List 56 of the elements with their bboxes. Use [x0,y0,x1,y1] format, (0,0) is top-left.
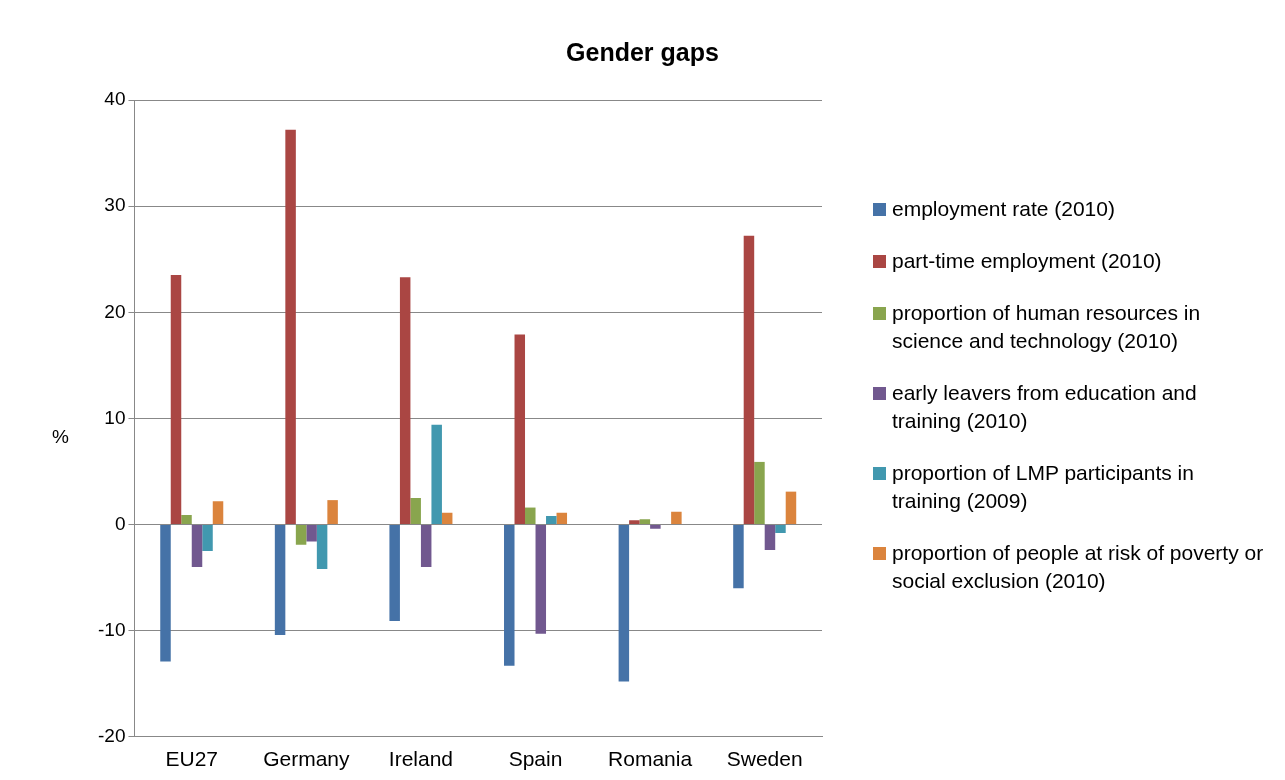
bar [785,491,797,525]
chart-title: Gender gaps [565,38,720,67]
legend-label: proportion of people at risk of poverty or social exclusion (2010) [891,540,1265,594]
x-tick-label: EU27 [165,747,219,771]
bar [754,461,765,525]
bar [504,525,515,666]
x-tick-label: Romania [608,747,693,771]
bar [295,525,307,545]
bar [327,500,338,525]
legend-label: employment rate (2010) [891,196,1116,222]
x-tick-label: Ireland [388,747,454,771]
bar [535,525,547,634]
bar [514,334,526,525]
bar [671,511,682,525]
bar [431,424,442,525]
bar [733,525,744,589]
bar [212,501,224,525]
legend-label: proportion of human resources in science and technology (2010) [891,300,1202,354]
y-tick-label: 20 [104,300,126,322]
bar [556,512,568,525]
bar [525,507,536,525]
bar [743,235,755,525]
y-tick-label: 40 [104,88,126,110]
y-tick-label: 0 [114,512,126,534]
bar [410,498,421,525]
bar [170,275,182,525]
bar [546,516,557,525]
x-tick-label: Germany [263,747,351,771]
bar [274,525,286,635]
y-tick-label: -10 [97,618,126,640]
x-tick-label: Spain [508,747,563,771]
bar [775,525,786,534]
y-tick-label: -20 [97,725,126,747]
bar [285,129,296,525]
bar [181,514,192,525]
y-tick-label: 10 [104,406,126,428]
bar [306,525,317,542]
x-tick-label: Sweden [726,747,803,771]
legend-label: part-time employment (2010) [891,248,1163,274]
bar [629,520,640,525]
legend-label: early leavers from education and training (2010) [891,380,1198,434]
bar [399,277,411,525]
bar [160,525,171,662]
bar [316,525,328,570]
bar [191,525,203,567]
bar [639,519,651,525]
bar [420,525,432,567]
bar [441,512,453,525]
legend-label: proportion of LMP participants in training (2009) [891,460,1195,514]
y-tick-label: 30 [104,194,126,216]
bar [650,525,661,529]
bar [202,525,213,552]
bar [389,525,400,622]
y-axis-title: % [52,426,69,448]
bar [618,525,630,682]
bar [764,525,776,551]
